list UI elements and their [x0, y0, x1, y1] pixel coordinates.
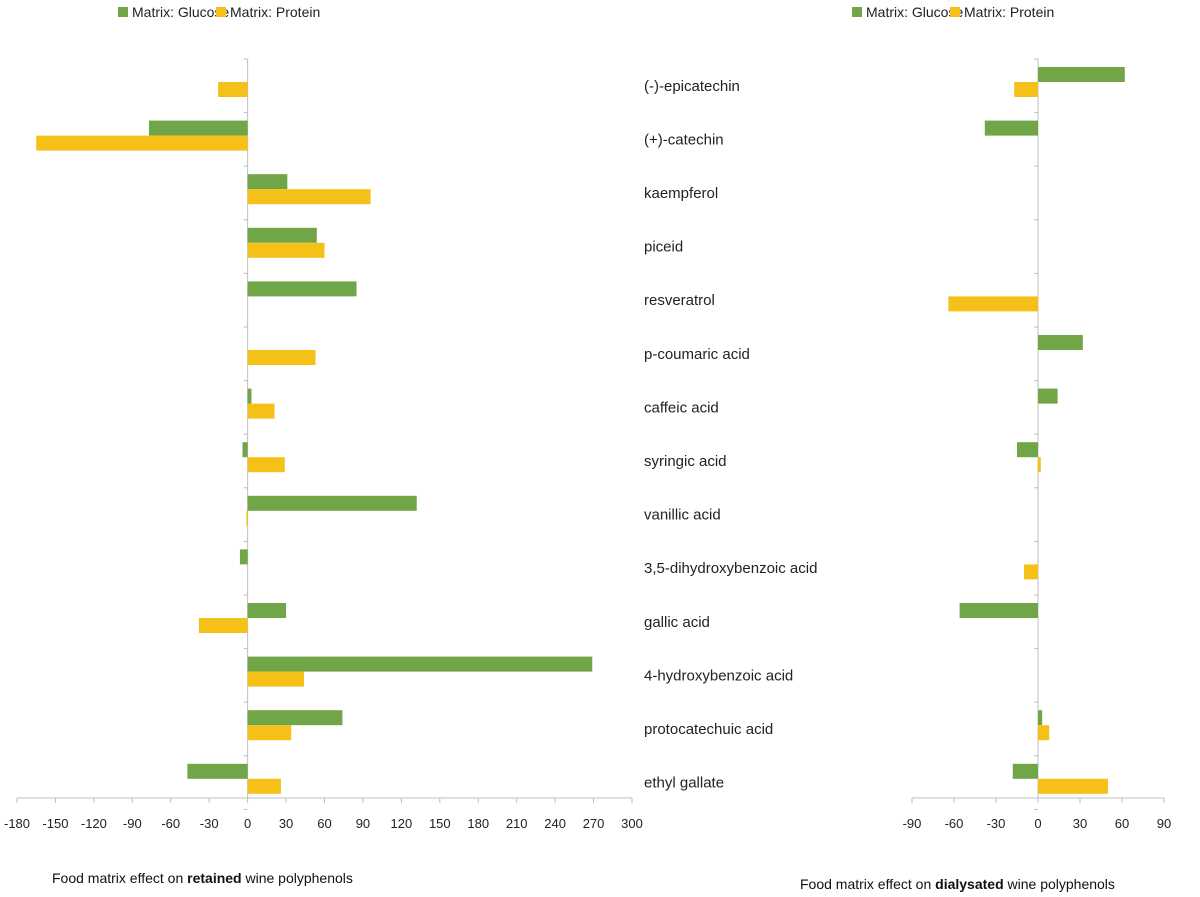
right-x-tick-label: 90 [1157, 816, 1171, 831]
category-label: syringic acid [644, 453, 727, 470]
left-bar-glucose [247, 710, 343, 726]
left-x-tick-label: 300 [621, 816, 643, 831]
right-bar-glucose [1038, 388, 1058, 404]
right-legend-label-glucose: Matrix: Glucose [866, 4, 963, 20]
category-label: caffeic acid [644, 399, 719, 416]
left-x-tick-label: -30 [200, 816, 219, 831]
left-bar-protein [247, 725, 292, 741]
left-bar-protein [247, 671, 304, 687]
right-bar-glucose [1012, 763, 1038, 779]
right-bar-protein [1038, 457, 1041, 473]
left-bar-protein [247, 457, 285, 473]
left-bar-protein [247, 189, 371, 205]
left-bar-protein [246, 510, 248, 526]
right-bar-protein [948, 296, 1038, 312]
left-x-tick-label: -150 [42, 816, 68, 831]
left-legend-label-protein: Matrix: Protein [230, 4, 320, 20]
left-legend-swatch-glucose [118, 7, 128, 17]
right-legend-label-protein: Matrix: Protein [964, 4, 1054, 20]
left-bar-protein [247, 350, 316, 365]
right-x-tick-label: 0 [1034, 816, 1041, 831]
right-bar-protein [1038, 778, 1108, 794]
left-chart-caption: Food matrix effect on retained wine poly… [52, 870, 353, 886]
category-label: gallic acid [644, 614, 710, 631]
right-chart-dialysated: -90 -60 -30 0 30 60 90 Matrix: Glucose Matrix: P… [852, 4, 1171, 831]
category-label: resveratrol [644, 292, 715, 309]
category-label: vanillic acid [644, 507, 721, 524]
left-legend-swatch-protein [216, 7, 226, 17]
right-x-tick-label: 60 [1115, 816, 1129, 831]
left-x-tick-label: -180 [4, 816, 30, 831]
left-bar-protein [247, 778, 281, 794]
right-bar-glucose [1038, 710, 1043, 726]
left-bar-glucose [148, 120, 248, 136]
category-label: 3,5-dihydroxybenzoic acid [644, 560, 817, 577]
left-bar-glucose [247, 174, 288, 190]
right-legend-swatch-protein [950, 7, 960, 17]
left-legend-label-glucose: Matrix: Glucose [132, 4, 229, 20]
category-label: protocatechuic acid [644, 721, 773, 738]
left-x-tick-label: 30 [279, 816, 293, 831]
left-bar-glucose [247, 281, 357, 297]
right-bar-glucose [1038, 335, 1083, 350]
right-bar-glucose [1038, 67, 1125, 82]
left-chart-retained: -180 -150 -120 -90 -60 -30 0 30 60 90 120 150 180 210… [4, 4, 643, 831]
left-x-tick-label: 120 [391, 816, 413, 831]
category-label: 4-hydroxybenzoic acid [644, 667, 793, 684]
left-x-tick-label: 150 [429, 816, 451, 831]
left-bar-glucose [239, 549, 248, 565]
category-label: ethyl gallate [644, 775, 724, 792]
right-x-tick-label: -90 [903, 816, 922, 831]
left-bar-glucose [247, 227, 317, 243]
right-bar-protein [1014, 82, 1038, 97]
left-x-tick-label: 0 [244, 816, 251, 831]
right-legend-swatch-glucose [852, 7, 862, 17]
left-bar-glucose [247, 388, 252, 404]
left-bar-protein [218, 82, 248, 97]
category-labels: (-)-epicatechin (+)-catechin kaempferol pic… [644, 78, 817, 792]
left-bar-glucose [247, 656, 593, 672]
right-bar-glucose [959, 603, 1038, 618]
category-label: kaempferol [644, 185, 718, 202]
category-label: piceid [644, 239, 683, 256]
left-x-tick-label: 60 [317, 816, 331, 831]
right-x-tick-label: 30 [1073, 816, 1087, 831]
left-bar-glucose [247, 603, 287, 618]
left-x-tick-label: -120 [81, 816, 107, 831]
left-bar-glucose [187, 763, 248, 779]
left-bar-protein [247, 242, 325, 258]
right-bar-protein [1038, 725, 1050, 741]
left-bar-glucose [247, 495, 417, 511]
right-chart-caption: Food matrix effect on dialysated wine po… [800, 876, 1115, 892]
left-x-tick-label: 90 [356, 816, 370, 831]
right-x-tick-label: -60 [945, 816, 964, 831]
right-bar-glucose [1017, 442, 1038, 458]
right-bar-glucose [984, 120, 1038, 136]
left-x-tick-label: 270 [583, 816, 605, 831]
category-label: (+)-catechin [644, 131, 724, 148]
category-label: p-coumaric acid [644, 346, 750, 363]
right-x-tick-label: -30 [987, 816, 1006, 831]
category-label: (-)-epicatechin [644, 78, 740, 95]
left-bar-protein [36, 135, 248, 151]
left-bar-protein [247, 403, 275, 419]
left-x-tick-label: 210 [506, 816, 528, 831]
left-x-tick-label: 240 [544, 816, 566, 831]
left-bar-protein [198, 618, 248, 633]
left-x-tick-label: 180 [467, 816, 489, 831]
left-x-tick-label: -90 [123, 816, 142, 831]
right-bar-protein [1024, 564, 1038, 580]
left-bar-glucose [242, 442, 248, 458]
left-x-tick-label: -60 [161, 816, 180, 831]
